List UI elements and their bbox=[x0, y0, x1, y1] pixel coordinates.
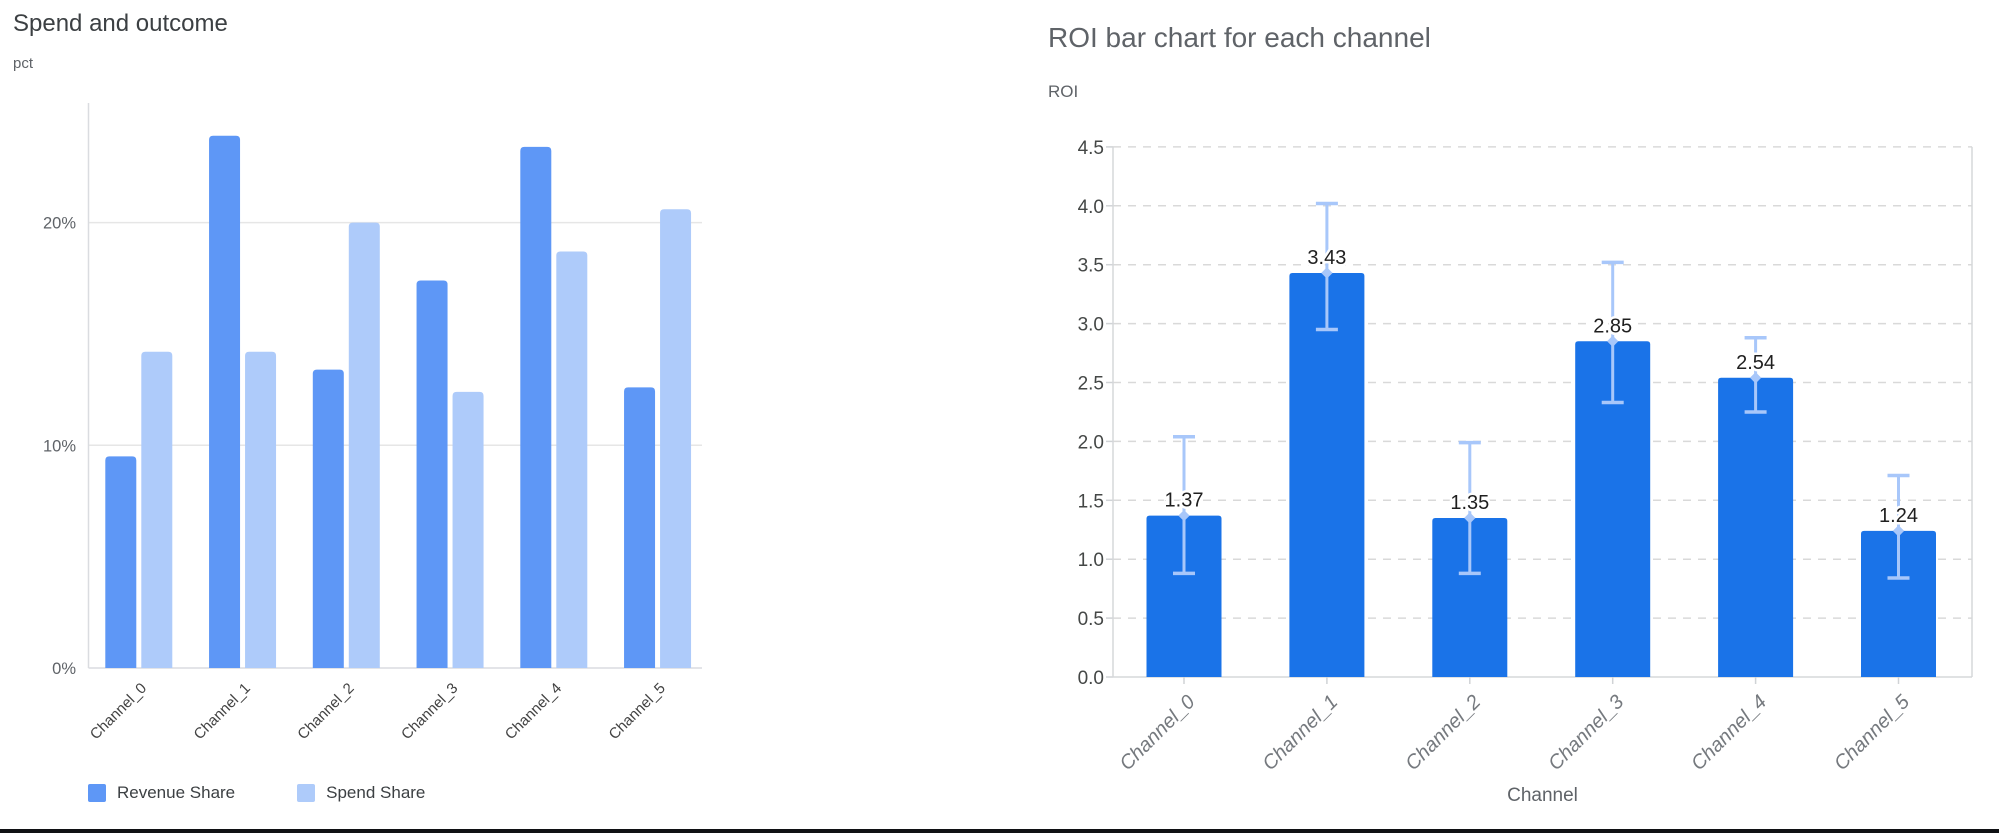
value-label-channel_5: 1.24 bbox=[1879, 505, 1918, 527]
revenue-share-swatch-icon bbox=[88, 784, 106, 802]
error-bar-channel_0 bbox=[1173, 434, 1195, 576]
roi-plot-area[interactable]: 0.0 0.5 1.0 1.5 2.0 2.5 3.0 3.5 4.0 4.5 1.37 Channe… bbox=[1040, 95, 1999, 795]
error-bar-channel_3 bbox=[1601, 260, 1624, 405]
error-bar-channel_1 bbox=[1315, 201, 1338, 332]
y-tick-label: 0.5 bbox=[1078, 609, 1104, 630]
spend-outcome-y-unit-label: pct bbox=[13, 55, 34, 72]
x-tick-label: Channel_3 bbox=[1544, 691, 1628, 775]
x-tick-label: Channel_2 bbox=[294, 680, 357, 743]
y-tick-label: 2.5 bbox=[1078, 374, 1104, 395]
bar-channel_0-revenue[interactable] bbox=[105, 456, 137, 668]
bar-channel_3-roi[interactable] bbox=[1575, 341, 1651, 677]
value-label-channel_2: 1.35 bbox=[1450, 492, 1489, 514]
error-bar-channel_4 bbox=[1744, 335, 1767, 414]
spend-share-swatch-icon bbox=[297, 784, 316, 802]
y-tick-label: 4.5 bbox=[1078, 138, 1104, 159]
y-tick-label: 0% bbox=[52, 660, 76, 678]
y-tick-label: 3.0 bbox=[1078, 315, 1104, 336]
x-tick-label: Channel_5 bbox=[606, 680, 669, 743]
y-tick-label: 2.0 bbox=[1078, 432, 1104, 453]
bar-channel_2-roi[interactable] bbox=[1432, 517, 1508, 677]
y-tick-label: 20% bbox=[43, 215, 76, 233]
bar-channel_5-revenue[interactable] bbox=[624, 387, 656, 668]
spend-outcome-title: Spend and outcome bbox=[13, 10, 228, 37]
error-bar-channel_2 bbox=[1458, 440, 1481, 576]
bar-channel_2-spend[interactable] bbox=[348, 222, 380, 668]
x-tick-label: Channel_1 bbox=[1258, 691, 1342, 775]
x-tick-label: Channel_2 bbox=[1401, 691, 1485, 775]
y-tick-label: 1.5 bbox=[1078, 491, 1104, 512]
bar-channel_3-revenue[interactable] bbox=[416, 280, 448, 668]
bar-channel_4-roi[interactable] bbox=[1718, 377, 1794, 677]
bar-channel_2-revenue[interactable] bbox=[312, 369, 344, 668]
value-label-channel_3: 2.85 bbox=[1593, 315, 1632, 337]
bar-channel_5-spend[interactable] bbox=[660, 209, 692, 668]
bottom-divider bbox=[0, 829, 1999, 833]
bar-channel_5-roi[interactable] bbox=[1861, 530, 1936, 677]
y-tick-label: 10% bbox=[43, 437, 76, 455]
error-bar-channel_5 bbox=[1887, 473, 1910, 580]
bar-channel_1-roi[interactable] bbox=[1289, 272, 1365, 677]
y-tick-label: 3.5 bbox=[1078, 256, 1104, 277]
legend-item-revenue-share[interactable]: Revenue Share bbox=[88, 783, 235, 803]
roi-chart-title: ROI bar chart for each channel bbox=[1048, 22, 1431, 53]
bar-channel_1-spend[interactable] bbox=[245, 351, 277, 668]
x-tick-label: Channel_0 bbox=[1116, 691, 1200, 775]
revenue-share-legend-label: Revenue Share bbox=[117, 783, 236, 802]
spend-outcome-plot-area[interactable]: 0% 10% 20% Channel_0 Channel_1 Channel_2 Chann… bbox=[0, 90, 720, 780]
x-tick-label: Channel_1 bbox=[191, 680, 254, 743]
value-label-channel_0: 1.37 bbox=[1165, 490, 1204, 512]
roi-x-axis-title: Channel bbox=[1507, 785, 1578, 806]
x-tick-label: Channel_4 bbox=[502, 680, 565, 743]
y-tick-label: 0.0 bbox=[1078, 668, 1104, 689]
value-label-channel_4: 2.54 bbox=[1736, 352, 1775, 374]
x-tick-label: Channel_4 bbox=[1687, 691, 1771, 775]
bar-channel_0-roi[interactable] bbox=[1146, 515, 1222, 677]
x-tick-label: Channel_3 bbox=[398, 680, 461, 743]
x-tick-label: Channel_0 bbox=[87, 680, 150, 743]
bar-channel_1-revenue[interactable] bbox=[209, 135, 241, 668]
bar-channel_0-spend[interactable] bbox=[141, 351, 173, 668]
y-tick-label: 1.0 bbox=[1078, 550, 1104, 571]
bar-channel_4-spend[interactable] bbox=[556, 251, 588, 668]
bar-channel_3-spend[interactable] bbox=[452, 391, 484, 668]
spend-share-legend-label: Spend Share bbox=[326, 783, 426, 802]
bar-channel_4-revenue[interactable] bbox=[520, 146, 552, 668]
roi-y-axis-label: ROI bbox=[1048, 82, 1079, 101]
legend-item-spend-share[interactable]: Spend Share bbox=[297, 783, 425, 803]
spend-outcome-legend: Revenue Share Spend Share bbox=[88, 783, 487, 803]
x-tick-label: Channel_5 bbox=[1830, 690, 1915, 775]
value-label-channel_1: 3.43 bbox=[1307, 247, 1346, 269]
y-tick-label: 4.0 bbox=[1078, 197, 1104, 218]
